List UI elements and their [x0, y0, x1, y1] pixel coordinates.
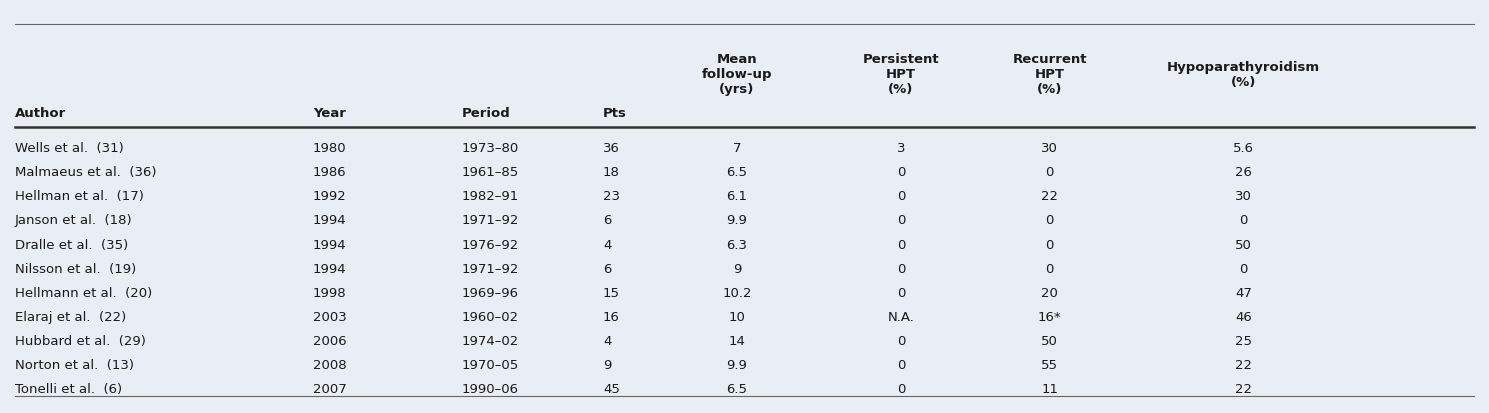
Text: 55: 55	[1041, 358, 1059, 371]
Text: 0: 0	[1239, 214, 1248, 227]
Text: 6.3: 6.3	[727, 238, 747, 251]
Text: 23: 23	[603, 190, 619, 203]
Text: Nilsson et al.  (19): Nilsson et al. (19)	[15, 262, 135, 275]
Text: 2006: 2006	[313, 334, 347, 347]
Text: 2007: 2007	[313, 382, 347, 395]
Text: 1976–92: 1976–92	[462, 238, 518, 251]
Text: 0: 0	[896, 286, 905, 299]
Text: 3: 3	[896, 142, 905, 155]
Text: 1998: 1998	[313, 286, 347, 299]
Text: 30: 30	[1234, 190, 1252, 203]
Text: 1971–92: 1971–92	[462, 214, 520, 227]
Text: Dralle et al.  (35): Dralle et al. (35)	[15, 238, 128, 251]
Text: 7: 7	[733, 142, 742, 155]
Text: 0: 0	[1045, 166, 1054, 179]
Text: 9: 9	[603, 358, 612, 371]
Text: 1994: 1994	[313, 238, 347, 251]
Text: 1982–91: 1982–91	[462, 190, 518, 203]
Text: 20: 20	[1041, 286, 1059, 299]
Text: 1994: 1994	[313, 262, 347, 275]
Text: 1986: 1986	[313, 166, 347, 179]
Text: 0: 0	[896, 358, 905, 371]
Text: Malmaeus et al.  (36): Malmaeus et al. (36)	[15, 166, 156, 179]
Text: 5.6: 5.6	[1233, 142, 1254, 155]
Text: N.A.: N.A.	[887, 310, 914, 323]
Text: 25: 25	[1234, 334, 1252, 347]
Text: 30: 30	[1041, 142, 1059, 155]
Text: 1994: 1994	[313, 214, 347, 227]
Text: 18: 18	[603, 166, 619, 179]
Text: 46: 46	[1234, 310, 1252, 323]
Text: Year: Year	[313, 107, 345, 120]
Text: 16*: 16*	[1038, 310, 1062, 323]
Text: Hubbard et al.  (29): Hubbard et al. (29)	[15, 334, 146, 347]
Text: 1980: 1980	[313, 142, 347, 155]
Text: 6.5: 6.5	[727, 382, 747, 395]
Text: 36: 36	[603, 142, 619, 155]
Text: 1990–06: 1990–06	[462, 382, 518, 395]
Text: Persistent
HPT
(%): Persistent HPT (%)	[862, 53, 940, 96]
Text: 50: 50	[1041, 334, 1059, 347]
Text: 2003: 2003	[313, 310, 347, 323]
Text: 15: 15	[603, 286, 619, 299]
Text: 0: 0	[1045, 262, 1054, 275]
Text: 1971–92: 1971–92	[462, 262, 520, 275]
Text: 6.5: 6.5	[727, 166, 747, 179]
Text: 6: 6	[603, 214, 612, 227]
Text: 1974–02: 1974–02	[462, 334, 518, 347]
Text: Tonelli et al.  (6): Tonelli et al. (6)	[15, 382, 122, 395]
Text: 9: 9	[733, 262, 742, 275]
Text: Elaraj et al.  (22): Elaraj et al. (22)	[15, 310, 127, 323]
Text: 0: 0	[1239, 262, 1248, 275]
Text: 0: 0	[1045, 214, 1054, 227]
Text: Hypoparathyroidism
(%): Hypoparathyroidism (%)	[1167, 60, 1319, 88]
Text: Hellmann et al.  (20): Hellmann et al. (20)	[15, 286, 152, 299]
Text: Period: Period	[462, 107, 511, 120]
Text: 6.1: 6.1	[727, 190, 747, 203]
Text: 1961–85: 1961–85	[462, 166, 518, 179]
Text: Author: Author	[15, 107, 66, 120]
Text: 0: 0	[896, 334, 905, 347]
Text: 1960–02: 1960–02	[462, 310, 518, 323]
Text: 0: 0	[896, 214, 905, 227]
Text: 16: 16	[603, 310, 619, 323]
Text: 10: 10	[728, 310, 746, 323]
Text: Norton et al.  (13): Norton et al. (13)	[15, 358, 134, 371]
Text: 22: 22	[1234, 358, 1252, 371]
Text: 10.2: 10.2	[722, 286, 752, 299]
Text: Wells et al.  (31): Wells et al. (31)	[15, 142, 124, 155]
Text: 22: 22	[1041, 190, 1059, 203]
Text: 0: 0	[896, 190, 905, 203]
Text: 2008: 2008	[313, 358, 347, 371]
Text: Pts: Pts	[603, 107, 627, 120]
Text: 0: 0	[896, 382, 905, 395]
Text: 26: 26	[1234, 166, 1252, 179]
Text: 1969–96: 1969–96	[462, 286, 518, 299]
Text: 11: 11	[1041, 382, 1059, 395]
Text: 6: 6	[603, 262, 612, 275]
Text: 4: 4	[603, 238, 612, 251]
Text: 45: 45	[603, 382, 619, 395]
Text: 50: 50	[1234, 238, 1252, 251]
Text: Janson et al.  (18): Janson et al. (18)	[15, 214, 133, 227]
Text: 9.9: 9.9	[727, 358, 747, 371]
Text: 1973–80: 1973–80	[462, 142, 518, 155]
Text: 9.9: 9.9	[727, 214, 747, 227]
Text: 0: 0	[1045, 238, 1054, 251]
Text: 47: 47	[1234, 286, 1252, 299]
Text: 1970–05: 1970–05	[462, 358, 518, 371]
Text: 1992: 1992	[313, 190, 347, 203]
Text: 0: 0	[896, 238, 905, 251]
Text: 0: 0	[896, 262, 905, 275]
Text: 22: 22	[1234, 382, 1252, 395]
Text: Recurrent
HPT
(%): Recurrent HPT (%)	[1013, 53, 1087, 96]
Text: 4: 4	[603, 334, 612, 347]
Text: 0: 0	[896, 166, 905, 179]
Text: 14: 14	[728, 334, 746, 347]
Text: Hellman et al.  (17): Hellman et al. (17)	[15, 190, 144, 203]
Text: Mean
follow-up
(yrs): Mean follow-up (yrs)	[701, 53, 773, 96]
